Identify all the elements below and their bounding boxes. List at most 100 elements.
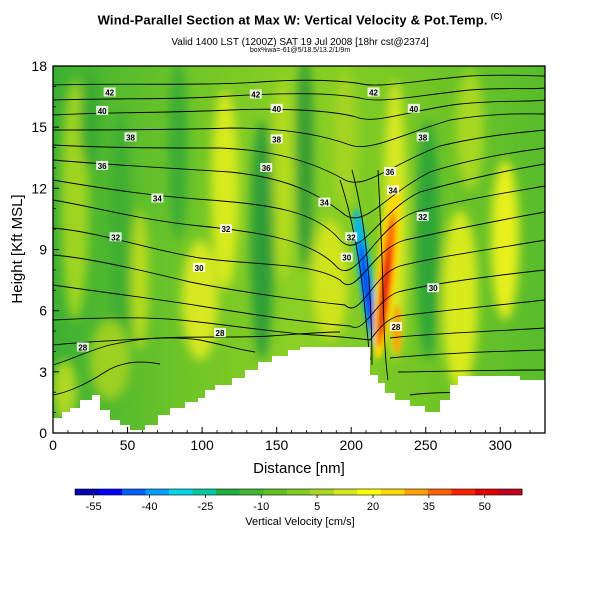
y-tick-label: 3 [39,364,47,380]
contour-label-bg [345,232,358,242]
colorbar-swatch [404,489,429,495]
colorbar-tick-label: -40 [142,501,158,513]
contour-label: 30 [195,264,204,273]
x-tick-label: 300 [489,437,513,453]
y-tick-label: 6 [39,303,47,319]
contour-label-bg [96,160,109,170]
contour-label-bg [213,328,226,338]
contour-label: 36 [262,164,271,173]
x-tick-label: 0 [49,437,57,453]
contour-label-bg [318,197,331,207]
colorbar-swatch [122,489,147,495]
colorbar-swatch [451,489,476,495]
x-axis-label: Distance [nm] [253,460,345,477]
contour-label-bg [96,105,109,115]
y-tick-label: 0 [39,425,47,441]
contour-label: 40 [98,107,107,116]
colorbar-swatch [239,489,264,495]
colorbar-tick-label: 35 [423,501,435,513]
y-tick-label: 9 [39,242,47,258]
colorbar-swatch [192,489,217,495]
contour-label: 34 [153,195,162,204]
colorbar-tick-label: -25 [197,501,213,513]
isentrope-contours [53,74,545,421]
contour-label-bg [416,132,429,142]
y-axis: 0 3 6 9 12 15 18 [31,58,59,441]
contour-label-bg [124,132,137,142]
colorbar-swatch [98,489,123,495]
contour-label: 38 [418,133,427,142]
contour-label: 38 [126,133,135,142]
colorbar-swatch [498,489,523,495]
heatmap-field [53,66,545,433]
colorbar-tick-label: -55 [86,501,102,513]
contour-label: 36 [98,162,107,171]
y-axis-label: Height [Kft MSL] [9,194,26,303]
contour-label: 32 [221,225,230,234]
colorbar-swatch [75,489,100,495]
contour-label: 28 [216,329,225,338]
contour-label-bg [386,185,399,195]
contour-label-bg [367,87,380,97]
contour-label-bg [407,103,420,113]
y-tick-label: 18 [31,58,47,74]
contour-label: 28 [78,343,87,352]
x-axis: 0 50 100 150 200 250 300 [49,427,531,453]
contour-label-bg [249,89,262,99]
contour-label-bg [427,283,440,293]
contour-label: 28 [391,323,400,332]
contour-label-bg [103,87,116,97]
contour-label-bg [76,342,89,352]
x-tick-label: 100 [190,437,214,453]
contour-label-bg [260,162,273,172]
y-tick-label: 15 [31,119,47,135]
y-tick-label: 12 [31,180,47,196]
contour-label: 34 [320,199,329,208]
contour-label-bg [109,232,122,242]
colorbar-frame [74,488,523,496]
colorbar-swatch [310,489,335,495]
contour-labels: 42 40 38 36 34 32 30 28 28 42 40 38 36 34 32 32 30 42 40 38… [76,87,440,352]
contour-label: 36 [385,168,394,177]
contour-label-bg [219,224,232,234]
contour-label-bg [270,103,283,113]
colorbar-swatch [474,489,499,495]
chart-title: Wind-Parallel Section at Max W: Vertical… [97,12,503,28]
colorbar-tick-label: 20 [367,501,379,513]
colorbar-swatch [169,489,194,495]
chart-title-mark: (C) [490,12,503,21]
x-tick-label: 250 [414,437,438,453]
contour-label: 32 [418,213,427,222]
contour-label-bg [383,167,396,177]
colorbar-swatch [427,489,452,495]
colorbar-swatch [380,489,405,495]
contour-label: 40 [272,105,281,114]
contour-label-bg [389,321,402,331]
x-tick-label: 150 [265,437,289,453]
contour-label: 38 [272,135,281,144]
contour-label: 42 [369,89,378,98]
x-tick-label: 50 [120,437,136,453]
x-tick-label: 200 [340,437,364,453]
colorbar-tick-label: 50 [479,501,491,513]
colorbar-tick-label: 5 [314,501,320,513]
colorbar-tick-label: -10 [253,501,269,513]
contour-label: 40 [409,105,418,114]
contour-label-bg [193,262,206,272]
colorbar-swatch [145,489,170,495]
colorbar: -55 -40 -25 -10 5 20 35 50 [74,488,523,513]
colorbar-swatch [263,489,288,495]
contour-label: 32 [111,233,120,242]
contour-label-bg [416,211,429,221]
contour-label-bg [340,252,353,262]
contour-label: 42 [251,91,260,100]
contour-label: 42 [105,89,114,98]
chart-subtitle: box%wa=-61@5/18.5/13.2/1/9m [249,47,351,54]
contour-label: 34 [388,186,397,195]
colorbar-swatch [357,489,382,495]
chart-valid-time: Valid 1400 LST (1200Z) SAT 19 Jul 2008 [… [171,37,429,48]
contour-label-bg [151,193,164,203]
colorbar-swatch [286,489,311,495]
contour-label: 30 [342,254,351,263]
